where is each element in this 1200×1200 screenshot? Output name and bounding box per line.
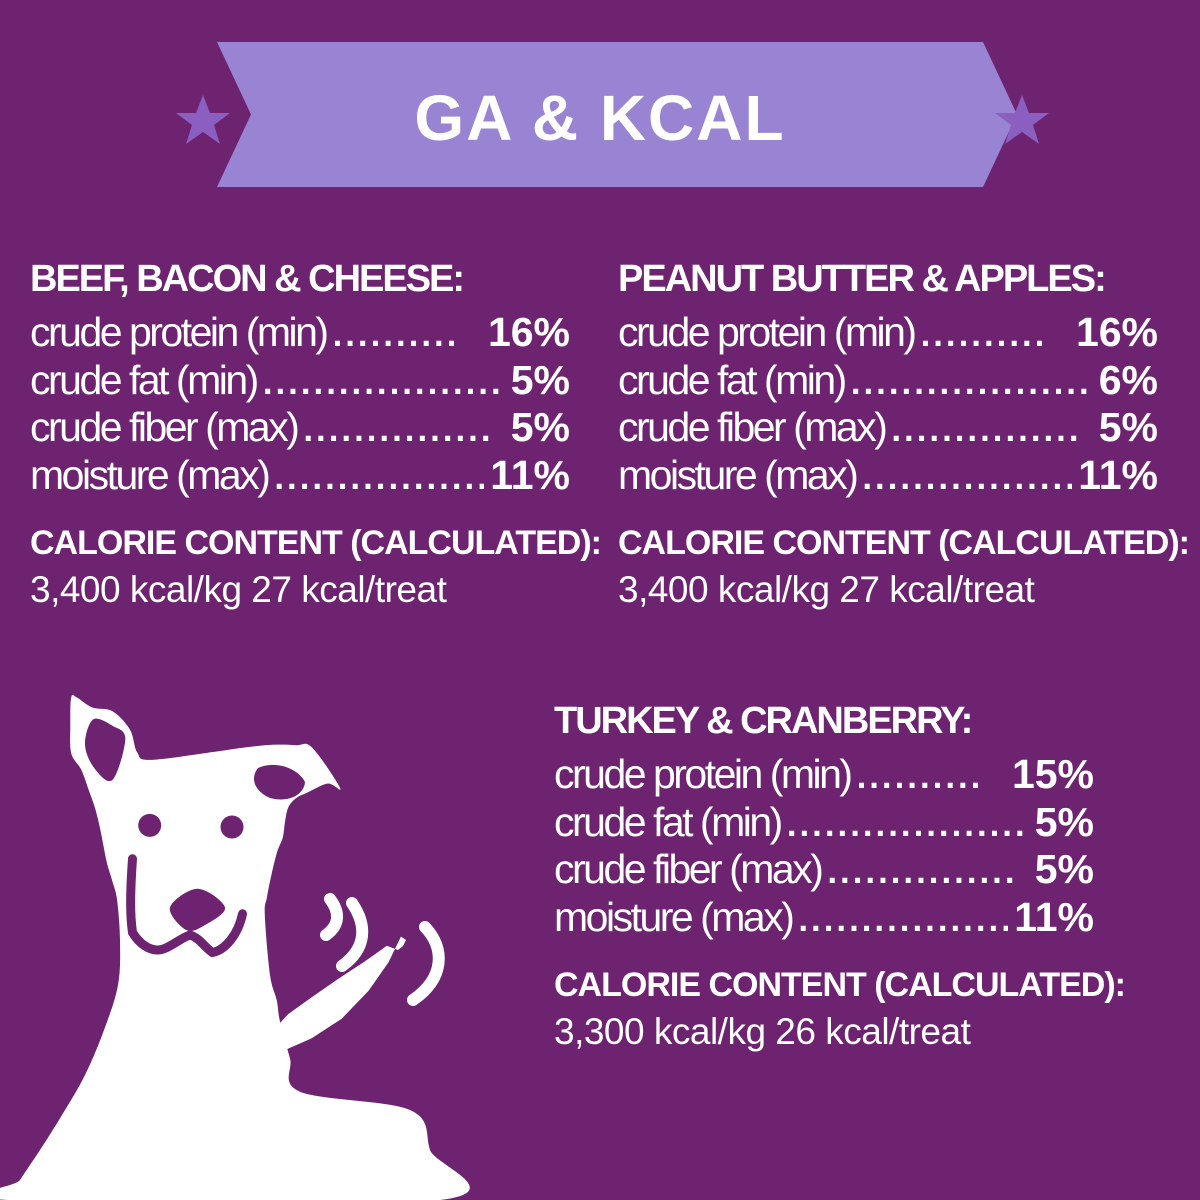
svg-text:GA & KCAL: GA & KCAL [414, 82, 785, 154]
